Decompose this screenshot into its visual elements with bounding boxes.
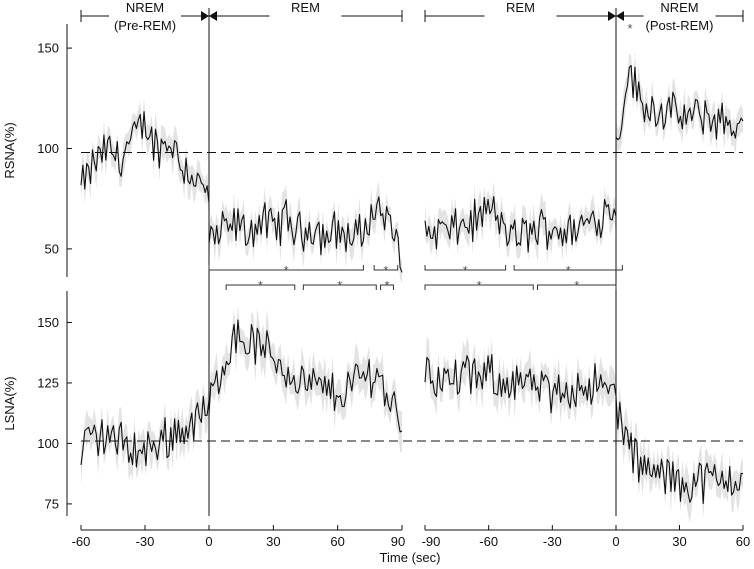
lsna-onset-trace [208, 319, 403, 433]
x-tick-label: 30 [266, 534, 280, 549]
rsna-sig-star: * [566, 263, 571, 278]
lsna-onset-sem-band [209, 304, 402, 453]
rsna-offset-sem-band [425, 181, 616, 263]
phase-label: NREM [660, 0, 698, 15]
lsna-y-tick-label: 150 [37, 315, 59, 330]
x-tick-label: 30 [672, 534, 686, 549]
x-tick-label: -90 [422, 534, 441, 549]
rsna-pre-trace [80, 111, 210, 204]
rsna-y-axis-label: RSNA(%) [2, 122, 17, 178]
phase-arrow-head [616, 11, 624, 21]
significance-layer: * * * ** * * * ** [208, 21, 633, 293]
rsna-sig-bracket [513, 265, 623, 271]
phase-label: REM [291, 0, 320, 15]
rsna-offset-trace [424, 196, 617, 253]
label-layer: 50 100 150 RSNA(%) 75 100 125 150 LSNA(%) -60 -30 0… [2, 0, 750, 549]
rsna-sig-star: * [284, 263, 289, 278]
rsna-post-sem-band [616, 49, 743, 155]
rsna-y-tick-label: 150 [37, 41, 59, 56]
lsna-y-tick-label: 75 [45, 496, 59, 511]
phase-sublabel-bg [105, 19, 185, 33]
phase-arrow-head [209, 11, 217, 21]
phase-arrow-head [608, 11, 616, 21]
x-tick-label: 60 [736, 534, 750, 549]
x-tick-label: 90 [391, 534, 405, 549]
lsna-y-axis-label: LSNA(%) [2, 376, 17, 430]
sem-band-layer [81, 49, 743, 523]
x-tick-label: -30 [136, 534, 155, 549]
lsna-y-tick-label: 100 [37, 436, 59, 451]
rsna-sig-bracket [208, 265, 364, 271]
phase-label-bg [643, 4, 716, 18]
phase-label: NREM [126, 0, 164, 15]
phase-label: REM [506, 0, 535, 15]
rsna-onset-trace [208, 196, 403, 273]
lsna-sig-bracket [536, 284, 617, 290]
trace-layer [80, 64, 744, 505]
phase-label-bg [484, 4, 557, 18]
phase-label-bg [109, 4, 181, 18]
lsna-offset-sem-band [425, 335, 616, 427]
rsna-post-trace [615, 64, 744, 141]
lsna-sig-bracket [424, 284, 534, 290]
phase-sublabel: (Post-REM) [646, 18, 714, 33]
lsna-sig-bracket [380, 284, 394, 290]
lsna-sig-bracket [302, 284, 377, 290]
lsna-sig-bracket [225, 284, 296, 290]
axes-layer [66, 8, 744, 531]
lsna-pre-trace [80, 395, 210, 468]
x-tick-label: 60 [330, 534, 344, 549]
lsna-sig-star: * [384, 278, 389, 293]
phase-arrow-head [201, 11, 209, 21]
rsna-pre-sem-band [81, 96, 209, 216]
rsna-sig-star: * [463, 263, 468, 278]
rsna-sig-bracket [424, 265, 507, 271]
x-tick-label: 0 [205, 534, 212, 549]
x-tick-label: -30 [543, 534, 562, 549]
lsna-offset-trace [424, 353, 617, 414]
lsna-sig-star: * [337, 278, 342, 293]
phase-sublabel-bg [639, 19, 720, 33]
lsna-sig-star: * [477, 278, 482, 293]
x-tick-label: -60 [72, 534, 91, 549]
x-tick-label: 0 [612, 534, 619, 549]
rsna-y-tick-label: 100 [37, 141, 59, 156]
rsna-post-peak-star: * [627, 21, 632, 36]
x-axis-label: Time (sec) [380, 550, 441, 565]
phase-label-bg [269, 4, 342, 18]
rsna-sig-star: * [383, 263, 388, 278]
x-tick-label: -60 [479, 534, 498, 549]
lsna-post-trace [615, 396, 744, 505]
rsna-sig-bracket [373, 265, 399, 271]
lsna-sig-star: * [574, 278, 579, 293]
lsna-sig-star: * [258, 278, 263, 293]
phase-sublabel: (Pre-REM) [114, 18, 176, 33]
rsna-y-tick-label: 50 [45, 241, 59, 256]
lsna-post-sem-band [616, 377, 743, 523]
lsna-y-tick-label: 125 [37, 375, 59, 390]
